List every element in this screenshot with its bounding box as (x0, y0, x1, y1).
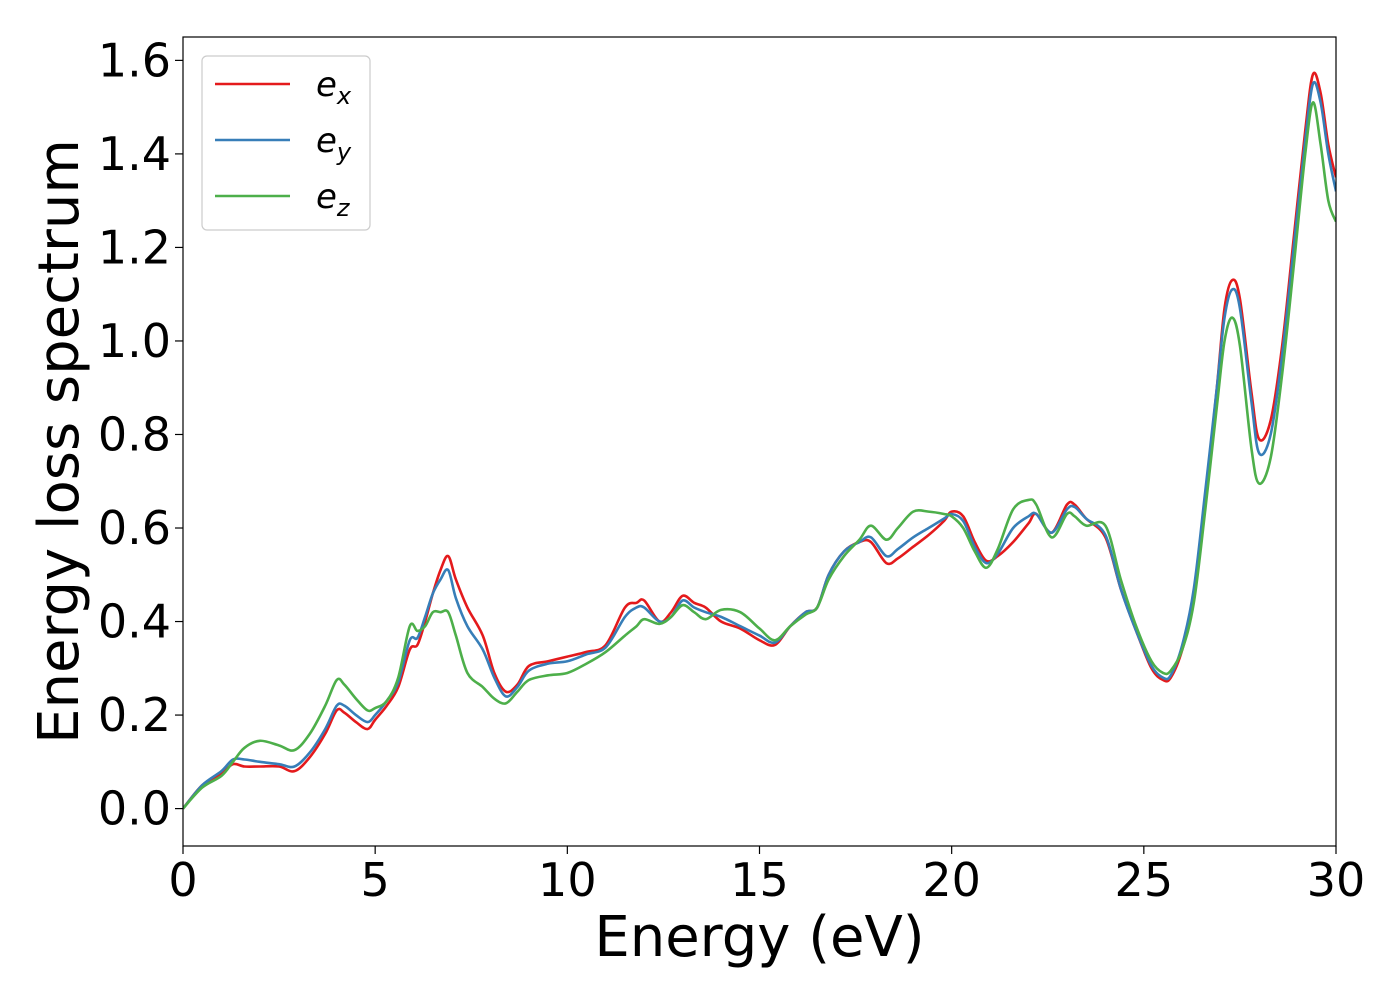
legend-label-base: e (316, 65, 337, 105)
x-tick-label: 0 (168, 853, 197, 907)
legend-label-base: e (316, 121, 337, 161)
x-tick-label: 20 (922, 853, 981, 907)
legend-label-subscript: z (336, 194, 351, 222)
legend-label-ex: ex (316, 65, 352, 110)
y-tick-label: 0.4 (98, 595, 171, 649)
legend-label-ez: ez (316, 177, 351, 222)
x-tick-label: 5 (361, 853, 390, 907)
legend-label-subscript: x (336, 82, 352, 110)
y-tick-label: 1.6 (98, 33, 171, 87)
legend-label-ey: ey (316, 121, 352, 166)
y-axis-ticks: 0.0 0.2 0.4 0.6 0.8 1.0 1.2 1.4 1.6 (98, 33, 183, 836)
legend-label-base: e (316, 177, 337, 217)
y-tick-label: 1.0 (98, 314, 171, 368)
x-tick-label: 15 (730, 853, 789, 907)
x-axis-title: Energy (eV) (594, 905, 924, 970)
y-tick-label: 1.4 (98, 127, 171, 181)
legend-box (201, 55, 371, 231)
x-tick-label: 10 (538, 853, 597, 907)
y-tick-label: 1.2 (98, 220, 171, 274)
y-tick-label: 0.6 (98, 501, 171, 555)
series-line-ez (183, 101, 1336, 810)
plot-background (183, 37, 1336, 846)
x-axis-ticks: 0 5 10 15 20 25 30 (168, 846, 1365, 907)
legend-label-subscript: y (336, 138, 352, 166)
x-tick-label: 25 (1115, 853, 1174, 907)
y-tick-label: 0.2 (98, 688, 171, 742)
y-tick-label: 0.0 (98, 782, 171, 836)
series-layer (183, 71, 1336, 810)
y-axis-title: Energy loss spectrum (27, 139, 92, 744)
x-tick-label: 30 (1307, 853, 1366, 907)
y-tick-label: 0.8 (98, 407, 171, 461)
